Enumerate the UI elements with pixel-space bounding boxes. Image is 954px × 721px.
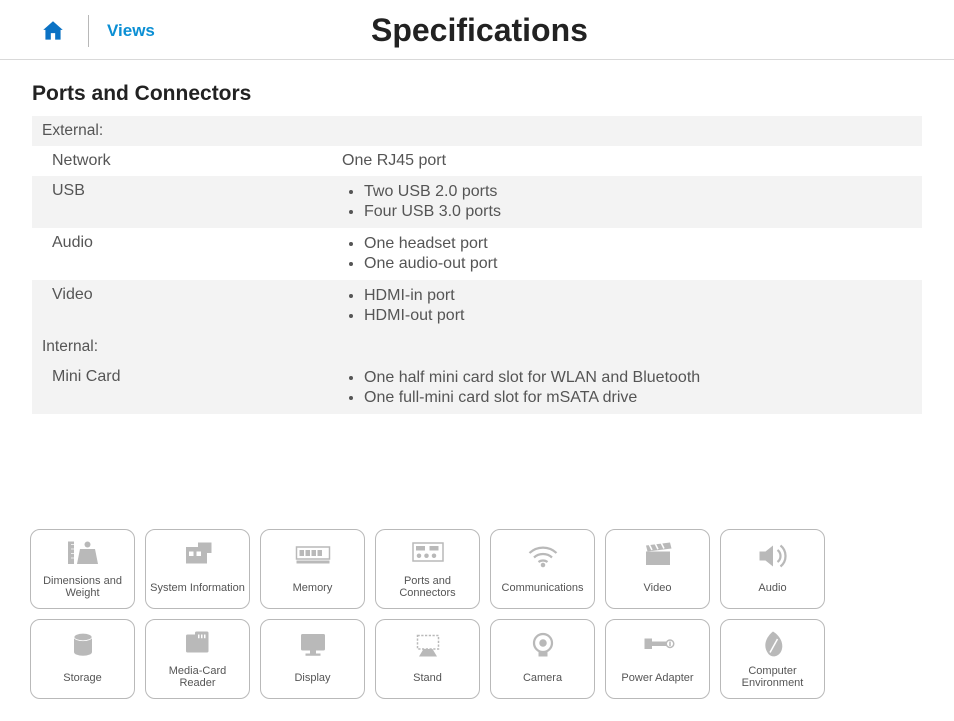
wifi-icon: [495, 536, 590, 576]
row-value: Two USB 2.0 portsFour USB 3.0 ports: [342, 182, 912, 222]
nav-label: Audio: [758, 576, 786, 600]
row-value: HDMI-in portHDMI-out port: [342, 286, 912, 326]
monitor-icon: [265, 626, 360, 666]
bottom-nav: Dimensions and Weight System Information M…: [0, 529, 954, 699]
chip-board-icon: [150, 536, 245, 576]
ram-icon: [265, 536, 360, 576]
separator: [88, 15, 89, 47]
nav-video[interactable]: Video: [605, 529, 710, 609]
row-label: Network: [52, 152, 342, 170]
nav-label: Computer Environment: [725, 665, 820, 690]
camera-icon: [495, 626, 590, 666]
nav-system-information[interactable]: System Information: [145, 529, 250, 609]
page-title: Specifications: [155, 12, 804, 49]
row-label: Mini Card: [52, 368, 342, 408]
row-label: Video: [52, 286, 342, 326]
nav-label: Ports and Connectors: [380, 575, 475, 600]
nav-label: Display: [294, 666, 330, 690]
nav-label: Video: [644, 576, 672, 600]
section-title: Ports and Connectors: [32, 82, 922, 106]
nav-stand[interactable]: Stand: [375, 619, 480, 699]
clapper-icon: [610, 536, 705, 576]
nav-label: Camera: [523, 666, 562, 690]
table-row: USBTwo USB 2.0 portsFour USB 3.0 ports: [32, 176, 922, 228]
group-header: External:: [32, 116, 922, 146]
group-header: Internal:: [32, 332, 922, 362]
speaker-icon: [725, 536, 820, 576]
leaf-icon: [725, 626, 820, 665]
ports-icon: [380, 536, 475, 575]
nav-label: Stand: [413, 666, 442, 690]
nav-label: Power Adapter: [621, 666, 693, 690]
nav-display[interactable]: Display: [260, 619, 365, 699]
nav-computer-environment[interactable]: Computer Environment: [720, 619, 825, 699]
row-value: One RJ45 port: [342, 152, 912, 170]
views-link[interactable]: Views: [107, 21, 155, 41]
home-icon[interactable]: [40, 18, 66, 44]
row-label: USB: [52, 182, 342, 222]
nav-label: Storage: [63, 666, 102, 690]
row-label: Audio: [52, 234, 342, 274]
nav-storage[interactable]: Storage: [30, 619, 135, 699]
table-row: AudioOne headset portOne audio-out port: [32, 228, 922, 280]
nav-communications[interactable]: Communications: [490, 529, 595, 609]
nav-memory[interactable]: Memory: [260, 529, 365, 609]
nav-label: Media-Card Reader: [150, 665, 245, 690]
power-icon: [610, 626, 705, 666]
nav-audio[interactable]: Audio: [720, 529, 825, 609]
nav-label: Memory: [293, 576, 333, 600]
stand-icon: [380, 626, 475, 666]
table-row: VideoHDMI-in portHDMI-out port: [32, 280, 922, 332]
nav-label: System Information: [150, 576, 245, 600]
nav-ports-connectors[interactable]: Ports and Connectors: [375, 529, 480, 609]
nav-media-card-reader[interactable]: Media-Card Reader: [145, 619, 250, 699]
sdcard-icon: [150, 626, 245, 665]
nav-power-adapter[interactable]: Power Adapter: [605, 619, 710, 699]
nav-label: Dimensions and Weight: [35, 575, 130, 600]
nav-label: Communications: [502, 576, 584, 600]
spec-table: External:NetworkOne RJ45 portUSBTwo USB …: [32, 116, 922, 414]
ruler-weight-icon: [35, 536, 130, 575]
row-value: One half mini card slot for WLAN and Blu…: [342, 368, 912, 408]
table-row: Mini CardOne half mini card slot for WLA…: [32, 362, 922, 414]
row-value: One headset portOne audio-out port: [342, 234, 912, 274]
nav-dimensions-weight[interactable]: Dimensions and Weight: [30, 529, 135, 609]
drive-icon: [35, 626, 130, 666]
table-row: NetworkOne RJ45 port: [32, 146, 922, 176]
nav-camera[interactable]: Camera: [490, 619, 595, 699]
